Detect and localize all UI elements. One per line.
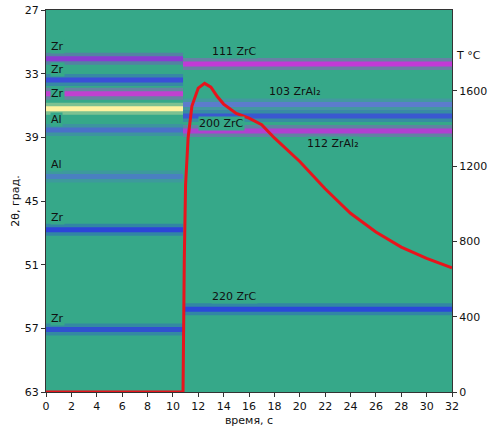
svg-text:57: 57 xyxy=(25,322,39,335)
svg-text:200 ZrC: 200 ZrC xyxy=(199,117,244,130)
svg-text:Zr: Zr xyxy=(51,211,64,224)
svg-text:Al: Al xyxy=(51,158,62,171)
svg-text:32: 32 xyxy=(445,400,459,413)
svg-text:Zr: Zr xyxy=(51,87,64,100)
svg-text:30: 30 xyxy=(420,400,434,413)
svg-text:Zr: Zr xyxy=(51,40,64,53)
svg-text:T °C: T °C xyxy=(456,49,481,62)
svg-text:24: 24 xyxy=(344,400,358,413)
svg-text:28: 28 xyxy=(394,400,408,413)
svg-text:время, с: время, с xyxy=(225,414,273,427)
svg-text:2: 2 xyxy=(68,400,75,413)
svg-text:2θ, град.: 2θ, град. xyxy=(9,175,22,226)
svg-text:20: 20 xyxy=(293,400,307,413)
svg-text:111 ZrC: 111 ZrC xyxy=(212,45,257,58)
svg-text:0: 0 xyxy=(43,400,50,413)
svg-text:1200: 1200 xyxy=(459,160,487,173)
svg-text:6: 6 xyxy=(119,400,126,413)
svg-text:22: 22 xyxy=(318,400,332,413)
svg-text:800: 800 xyxy=(459,235,480,248)
svg-text:8: 8 xyxy=(144,400,151,413)
svg-text:0: 0 xyxy=(459,386,466,399)
svg-text:12: 12 xyxy=(191,400,205,413)
svg-text:51: 51 xyxy=(25,259,39,272)
svg-text:10: 10 xyxy=(166,400,180,413)
svg-text:16: 16 xyxy=(242,400,256,413)
svg-text:Al: Al xyxy=(51,113,62,126)
svg-text:39: 39 xyxy=(25,131,39,144)
svg-text:4: 4 xyxy=(93,400,100,413)
svg-text:Zr: Zr xyxy=(51,312,64,325)
svg-text:Zr: Zr xyxy=(51,63,64,76)
svg-text:26: 26 xyxy=(369,400,383,413)
svg-text:18: 18 xyxy=(267,400,281,413)
svg-text:27: 27 xyxy=(25,4,39,17)
svg-text:63: 63 xyxy=(25,386,39,399)
svg-text:45: 45 xyxy=(25,195,39,208)
svg-text:400: 400 xyxy=(459,311,480,324)
svg-text:14: 14 xyxy=(217,400,231,413)
svg-text:103 ZrAl₂: 103 ZrAl₂ xyxy=(269,85,321,98)
svg-text:112 ZrAl₂: 112 ZrAl₂ xyxy=(307,137,359,150)
svg-text:33: 33 xyxy=(25,68,39,81)
svg-text:220 ZrC: 220 ZrC xyxy=(212,290,257,303)
svg-text:1600: 1600 xyxy=(459,85,487,98)
